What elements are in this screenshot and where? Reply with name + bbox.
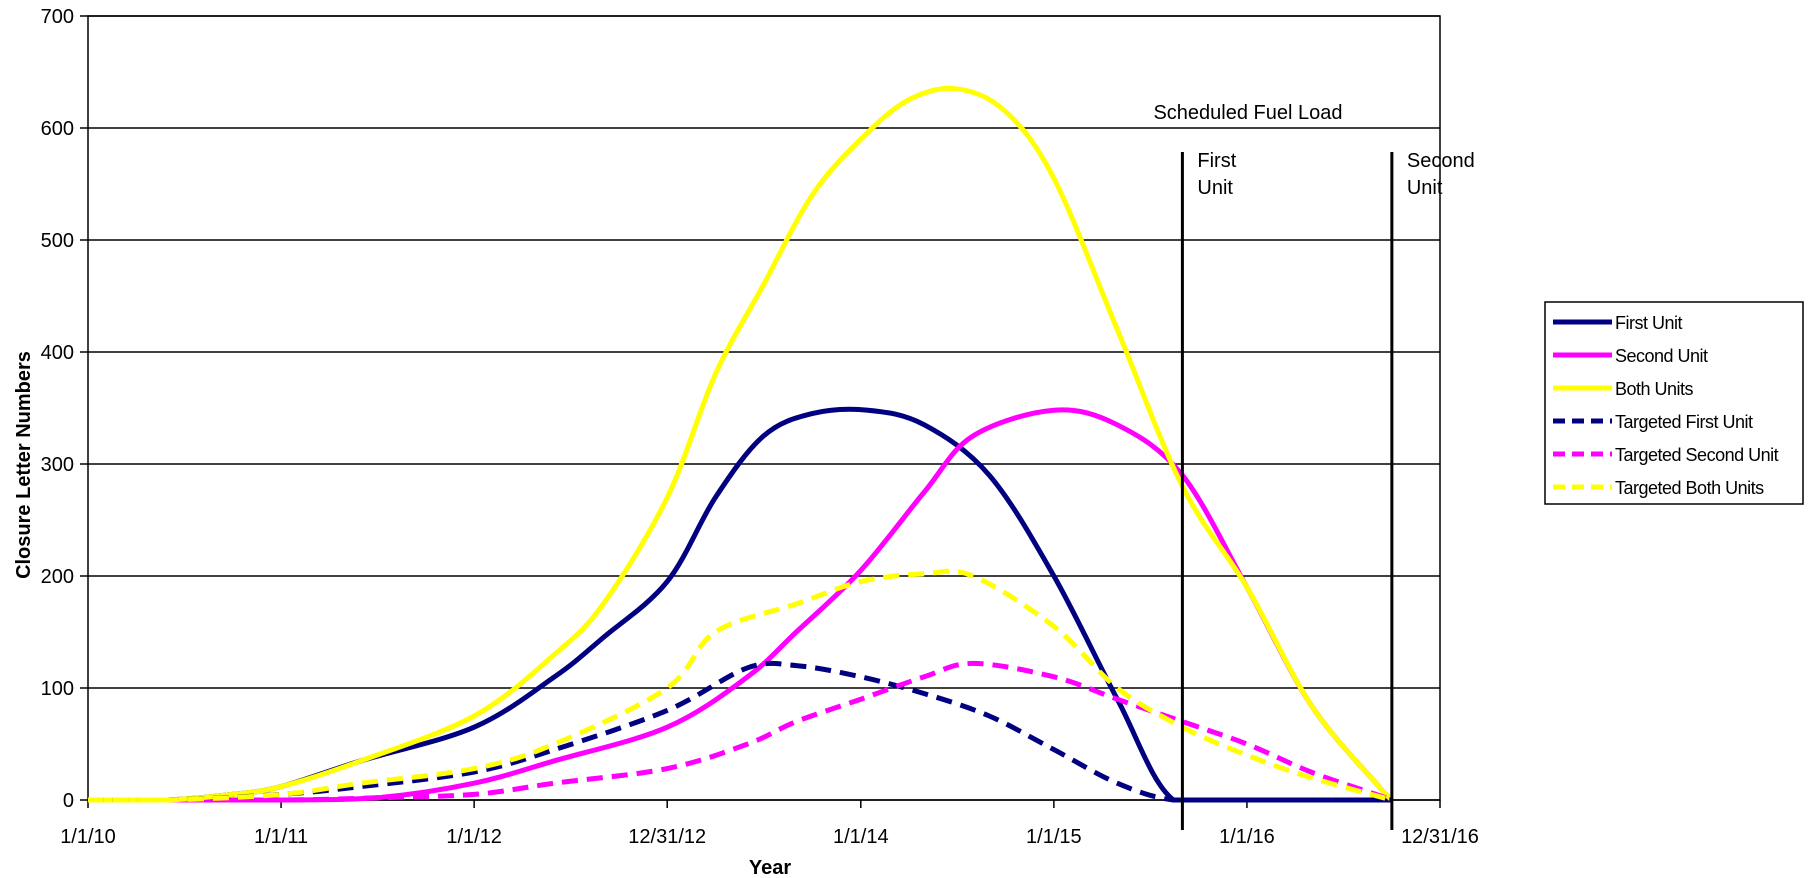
fuel-load-marker-label: First (1197, 150, 1236, 172)
legend-label: First Unit (1615, 313, 1682, 333)
y-tick-label: 300 (41, 454, 74, 476)
x-tick-label: 1/1/15 (1026, 826, 1082, 848)
x-tick-label: 1/1/16 (1219, 826, 1275, 848)
legend: First Unit Second Unit Both Units Targeted … (1544, 301, 1804, 505)
x-tick-label: 1/1/14 (833, 826, 889, 848)
y-tick-label: 400 (41, 342, 74, 364)
gridlines (88, 15, 1440, 801)
series-line-both-units (88, 85, 1394, 803)
y-tick-label: 0 (63, 790, 74, 812)
plot-frame (87, 15, 1441, 801)
y-tick-label: 200 (41, 566, 74, 588)
axes: 0 100 200 300 400 500 600 700 1/1/10 1/1/11 1/1/12… (41, 6, 1479, 848)
legend-label: Targeted Second Unit (1615, 445, 1779, 465)
x-tick-label: 1/1/10 (60, 826, 116, 848)
legend-label: Both Units (1615, 379, 1694, 399)
fuel-load-annotations: Scheduled Fuel Load First Unit Second Unit (1153, 102, 1475, 830)
legend-label: Targeted First Unit (1615, 412, 1753, 432)
legend-label: Targeted Both Units (1615, 478, 1764, 498)
fuel-load-header: Scheduled Fuel Load (1153, 102, 1342, 124)
y-tick-label: 600 (41, 118, 74, 140)
x-tick-label: 12/31/12 (628, 826, 706, 848)
series-line-second-unit (88, 407, 1394, 803)
series-line-targeted-second-unit (88, 660, 1393, 803)
x-tick-label: 12/31/16 (1401, 826, 1479, 848)
y-axis-title: Closure Letter Numbers (13, 351, 35, 579)
fuel-load-marker-label: Second (1407, 150, 1475, 172)
x-tick-label: 1/1/12 (446, 826, 502, 848)
fuel-load-marker-label: Unit (1407, 177, 1443, 199)
series-line-first-unit (88, 406, 1392, 803)
series-line-targeted-first-unit (88, 660, 1392, 803)
x-axis-title: Year (749, 857, 791, 878)
x-tick-label: 1/1/11 (254, 826, 308, 848)
fuel-load-marker-label: Unit (1197, 177, 1233, 199)
y-tick-label: 500 (41, 230, 74, 252)
y-tick-label: 100 (41, 678, 74, 700)
y-tick-label: 700 (41, 6, 74, 28)
legend-label: Second Unit (1615, 346, 1708, 366)
series-lines (88, 85, 1394, 803)
legend-box (1544, 301, 1804, 505)
